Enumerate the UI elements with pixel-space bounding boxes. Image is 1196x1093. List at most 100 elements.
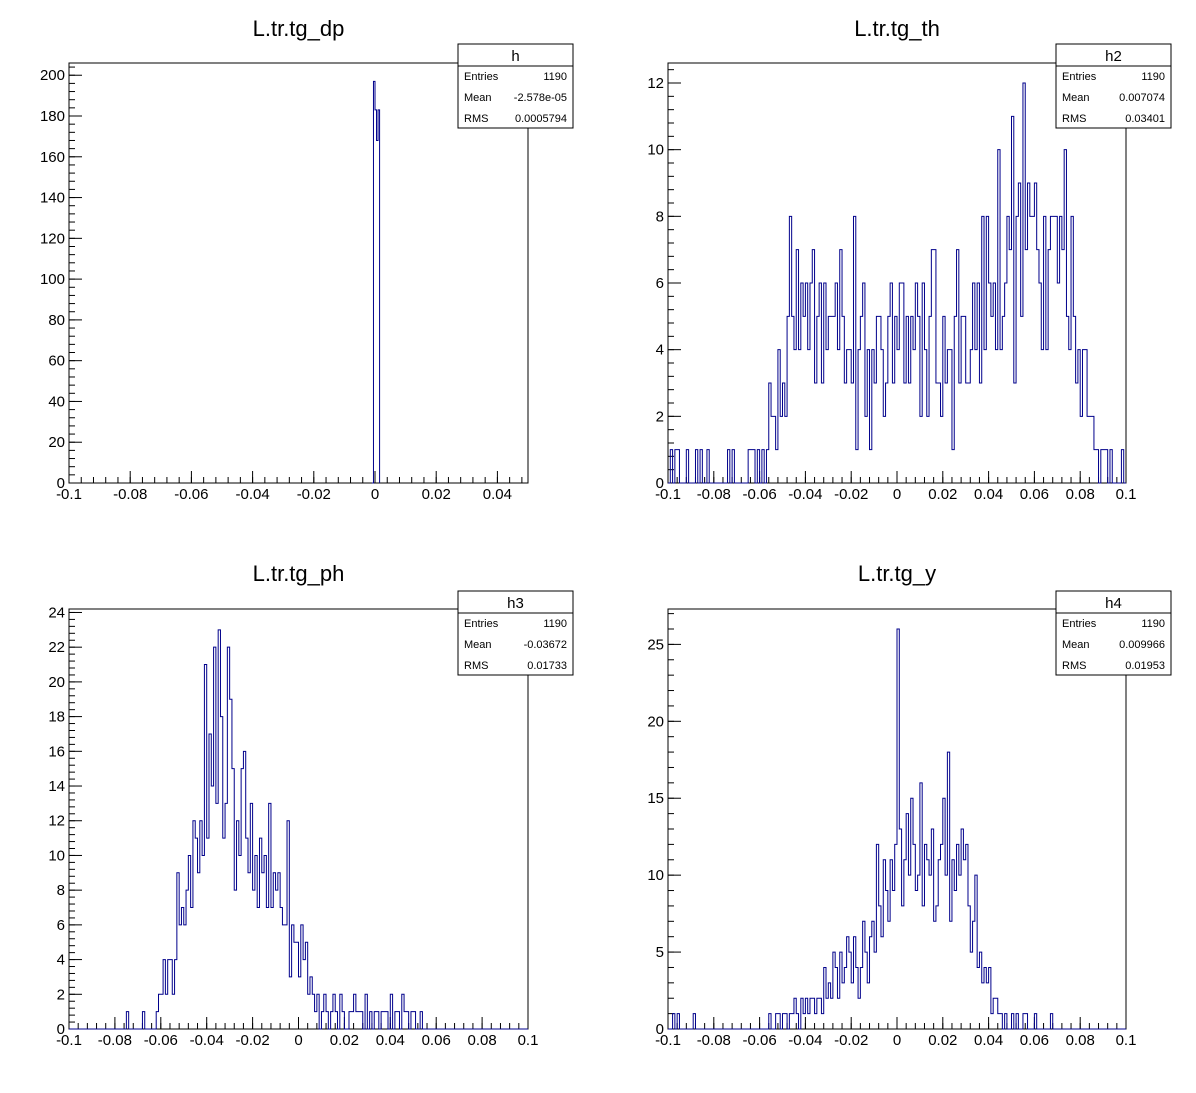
histogram-bin [276, 890, 278, 1029]
y-tick-label: 2 [656, 408, 664, 425]
y-tick-label: 200 [40, 67, 65, 84]
histogram-bin [202, 855, 204, 1029]
histogram-bin [223, 838, 225, 1029]
x-tick-label: -0.04 [235, 486, 269, 503]
y-tick-label: 10 [647, 867, 664, 884]
histogram-bin [959, 383, 961, 483]
histogram-bin [897, 350, 899, 483]
histogram-bin [383, 1012, 385, 1029]
histogram-series [69, 629, 528, 1030]
x-tick-label: 0.1 [1116, 1032, 1137, 1049]
histogram-bin [1050, 216, 1052, 483]
histogram-bin [966, 383, 968, 483]
x-tick-label: -0.06 [742, 486, 776, 503]
y-tick-label: 16 [48, 743, 65, 760]
stats-label: Entries [1062, 618, 1097, 630]
stats-box-frame [1055, 43, 1172, 129]
histogram-bin [908, 383, 910, 483]
plot-frame [68, 62, 529, 484]
histogram-bin [375, 110, 377, 483]
x-tick-label: 0.08 [467, 1032, 496, 1049]
histogram-bin [1057, 283, 1059, 483]
histogram-bin [181, 908, 183, 1029]
histogram-bin [874, 383, 876, 483]
histogram-bin [248, 873, 250, 1029]
x-tick-label: -0.02 [235, 1032, 269, 1049]
histogram-bin [908, 875, 910, 1029]
stats-box-frame [457, 43, 574, 129]
histogram-bin [936, 906, 938, 1029]
histogram-bin [1103, 450, 1105, 483]
stats-label: Mean [464, 92, 492, 104]
histogram-series [371, 80, 381, 484]
histogram-bin [950, 921, 952, 1029]
histogram-bin [799, 350, 801, 483]
x-tick-label: 0.02 [928, 1032, 957, 1049]
histogram-bin [968, 383, 970, 483]
stats-box: h Entries 1190 Mean -2.578e-05 RMS 0.0005794 [457, 43, 574, 129]
histogram-bin [808, 1014, 810, 1029]
histogram-bin [1069, 350, 1071, 483]
y-tick-label: 0 [57, 1021, 65, 1038]
histogram-bin [881, 937, 883, 1029]
x-tick-label: -0.06 [174, 486, 208, 503]
y-tick-label: 160 [40, 149, 65, 166]
stats-box: h2 Entries 1190 Mean 0.007074 RMS 0.03401 [1055, 43, 1172, 129]
x-tick-label: 0.02 [330, 1032, 359, 1049]
histogram-bin [216, 803, 218, 1029]
histogram-panel: L.tr.tg_ph -0.1 -0.08 -0.06 -0.04 -0.02 0 0.02 0… [48, 561, 574, 1049]
histogram-bin [954, 891, 956, 1029]
stats-histogram-name: h [511, 48, 519, 65]
histogram-bin [991, 1014, 993, 1029]
histogram-bin [826, 998, 828, 1029]
histogram-bin [892, 891, 894, 1029]
x-tick-label: -0.1 [56, 486, 82, 503]
histogram-bin [975, 350, 977, 483]
histogram-bin [995, 350, 997, 483]
histogram-bin [815, 383, 817, 483]
x-tick-label: -0.02 [834, 486, 868, 503]
histogram-bin [888, 921, 890, 1029]
y-tick-label: 4 [656, 342, 664, 359]
histogram-bin [837, 998, 839, 1029]
y-tick-label: 2 [57, 986, 65, 1003]
histogram-bin [266, 908, 268, 1029]
histogram-bin [821, 383, 823, 483]
histogram-bin [915, 891, 917, 1029]
x-tick-label: -0.1 [655, 1032, 681, 1049]
histogram-bin [913, 350, 915, 483]
stats-value: -0.03672 [524, 639, 567, 651]
x-tick-label: -0.08 [113, 486, 147, 503]
x-tick-label: 0 [893, 486, 901, 503]
stats-histogram-name: h2 [1105, 48, 1122, 65]
y-tick-label: 14 [48, 778, 65, 795]
stats-label: Entries [464, 618, 499, 630]
histogram-bin [867, 983, 869, 1029]
histogram-bin [289, 977, 291, 1029]
histogram-bin [874, 952, 876, 1029]
histogram-bin [198, 873, 200, 1029]
x-tick-label: 0.06 [1020, 1032, 1049, 1049]
histogram-bin [179, 925, 181, 1029]
y-tick-label: 8 [656, 208, 664, 225]
x-tick-label: 0.04 [974, 1032, 1003, 1049]
histogram-bin [979, 383, 981, 483]
y-tick-label: 15 [647, 790, 664, 807]
chart-title: L.tr.tg_dp [253, 16, 345, 41]
chart-title: L.tr.tg_th [854, 16, 940, 41]
histogram-bin [207, 838, 209, 1029]
histogram-series [668, 628, 1126, 1030]
histogram-panel: L.tr.tg_y -0.1 -0.08 -0.06 -0.04 -0.02 0 0.02 0.… [647, 561, 1172, 1049]
histogram-bin [358, 1012, 360, 1029]
stats-label: Mean [464, 639, 492, 651]
x-tick-label: -0.08 [697, 486, 731, 503]
y-tick-label: 8 [57, 882, 65, 899]
x-tick-label: -0.06 [144, 1032, 178, 1049]
stats-histogram-name: h3 [507, 595, 524, 612]
y-tick-label: 6 [656, 275, 664, 292]
x-tick-label: 0.04 [483, 486, 512, 503]
histogram-bin [262, 873, 264, 1029]
histogram-bin [963, 860, 965, 1029]
stats-label: RMS [464, 660, 488, 672]
